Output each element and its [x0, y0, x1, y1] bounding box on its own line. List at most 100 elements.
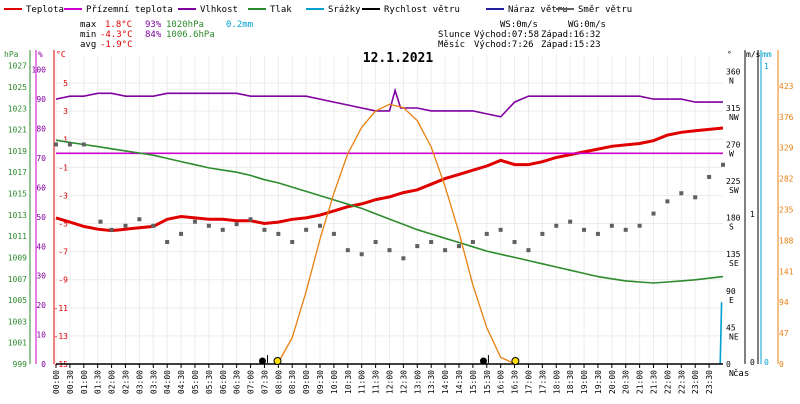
wind-direction-tick-label: 315 [726, 104, 741, 113]
x-tick-label: 10:00 [330, 370, 339, 394]
wind-direction-point [318, 223, 323, 228]
stat-moonset: Západ:15:23 [541, 40, 601, 50]
wind-direction-point [595, 231, 600, 236]
wind-direction-point [276, 231, 281, 236]
stat-avg-temp: -1.9°C [100, 40, 133, 50]
temperature-tick-label: 3 [63, 107, 68, 116]
pressure-tick-label: 1003 [8, 317, 27, 326]
humidity-tick-label: 30 [36, 272, 46, 281]
x-tick-label: 23:30 [705, 370, 714, 394]
wind-direction-compass-label: W [729, 149, 734, 158]
x-tick-label: 17:30 [538, 370, 547, 394]
wind-direction-compass-label: S [729, 223, 734, 232]
stat-moon-label: Měsíc [438, 40, 465, 50]
x-tick-label: 00:00 [52, 370, 61, 394]
wind-direction-point [637, 223, 642, 228]
wind-direction-point [387, 248, 392, 253]
x-tick-label: 05:00 [191, 370, 200, 394]
wind-direction-point [484, 231, 489, 236]
x-tick-label: 15:00 [469, 370, 478, 394]
humidity-tick-label: 0 [41, 360, 46, 369]
legend-label: Přízemní teplota [86, 5, 173, 15]
wind-direction-compass-label: NE [729, 332, 739, 341]
wind-direction-point [67, 142, 72, 147]
wind-speed-unit: m/s [746, 50, 761, 59]
pressure-tick-label: 1015 [8, 190, 27, 199]
wind-direction-point [54, 142, 58, 147]
stat-sunrise: Východ:07:58 [474, 30, 539, 40]
x-tick-label: 12:00 [386, 370, 395, 394]
legend-label: Náraz větru [508, 5, 568, 15]
wind-direction-point [456, 244, 461, 249]
x-tick-label: 22:30 [677, 370, 686, 394]
wind-direction-point [443, 248, 448, 253]
wind-direction-tick-label: 135 [726, 250, 741, 259]
pressure-unit: hPa [4, 50, 19, 59]
wind-direction-tick-label: 45 [726, 323, 736, 332]
stat-min-temp: -4.3°C [100, 30, 133, 40]
wind-direction-point [345, 248, 350, 253]
x-tick-label: 21:30 [650, 370, 659, 394]
wind-direction-point [721, 162, 725, 167]
wind-direction-point [679, 191, 684, 196]
x-tick-label: 07:00 [247, 370, 256, 394]
x-tick-label: 20:00 [608, 370, 617, 394]
x-tick-label: 20:30 [622, 370, 631, 394]
wind-speed-tick-label: 0 [750, 358, 755, 367]
grid-lines [55, 55, 723, 365]
solar-tick-label: 0 [779, 360, 784, 369]
solar-tick-label: 47 [779, 329, 789, 338]
wind-direction-point [415, 244, 420, 249]
wind-direction-point [290, 240, 295, 245]
legend-label: Tlak [270, 5, 292, 15]
rain-unit: mm [762, 50, 772, 59]
pressure-tick-label: 1005 [8, 296, 27, 305]
humidity-tick-label: 10 [36, 331, 46, 340]
wind-direction-tick-label: 360 [726, 67, 741, 76]
wind-direction-point [470, 240, 475, 245]
wind-direction-tick-label: 270 [726, 140, 741, 149]
pressure-tick-label: 1011 [8, 232, 27, 241]
temperature-tick-label: 1 [63, 135, 68, 144]
wind-direction-point [248, 217, 253, 222]
x-tick-label: 23:00 [691, 370, 700, 394]
legend-label: Teplota [26, 5, 64, 15]
x-tick-label: 12:30 [399, 370, 408, 394]
sun-marker-sunset [511, 357, 520, 365]
temperature-tick-label: -1 [58, 163, 68, 172]
x-tick-label: 13:00 [413, 370, 422, 394]
wind-direction-point [512, 240, 517, 245]
x-tick-label: 01:00 [80, 370, 89, 394]
series-line-solar [276, 103, 516, 365]
stat-wind-speed: WS:0m/s [500, 20, 538, 30]
wind-direction-point [665, 199, 670, 204]
stat-sun-label: Slunce [438, 30, 471, 40]
humidity-tick-label: 20 [36, 301, 46, 310]
stat-max-rain: 0.2mm [226, 20, 253, 30]
pressure-tick-label: 1009 [8, 253, 27, 262]
pressure-tick-label: 1007 [8, 275, 27, 284]
wind-direction-point [429, 240, 434, 245]
humidity-tick-label: 90 [36, 95, 46, 104]
x-tick-label: 10:30 [344, 370, 353, 394]
wind-direction-point [651, 211, 656, 216]
x-tick-label: 19:30 [594, 370, 603, 394]
solar-tick-label: 188 [779, 236, 794, 245]
wind-direction-point [98, 219, 103, 224]
stat-max-label: max [80, 20, 97, 30]
wind-direction-point [373, 240, 378, 245]
pressure-tick-label: 1025 [8, 83, 27, 92]
stat-min-label: min [80, 30, 96, 40]
wind-direction-point [498, 227, 503, 232]
solar-tick-label: 141 [779, 267, 794, 276]
pressure-tick-label: 1027 [8, 62, 27, 71]
pressure-tick-label: 999 [13, 360, 28, 369]
wind-direction-tick-label: 180 [726, 214, 741, 223]
solar-tick-label: 329 [779, 144, 794, 153]
wind-direction-point [179, 231, 184, 236]
x-tick-label: 08:30 [288, 370, 297, 394]
x-axis-label: čas [733, 368, 749, 379]
humidity-tick-label: 100 [32, 66, 47, 75]
